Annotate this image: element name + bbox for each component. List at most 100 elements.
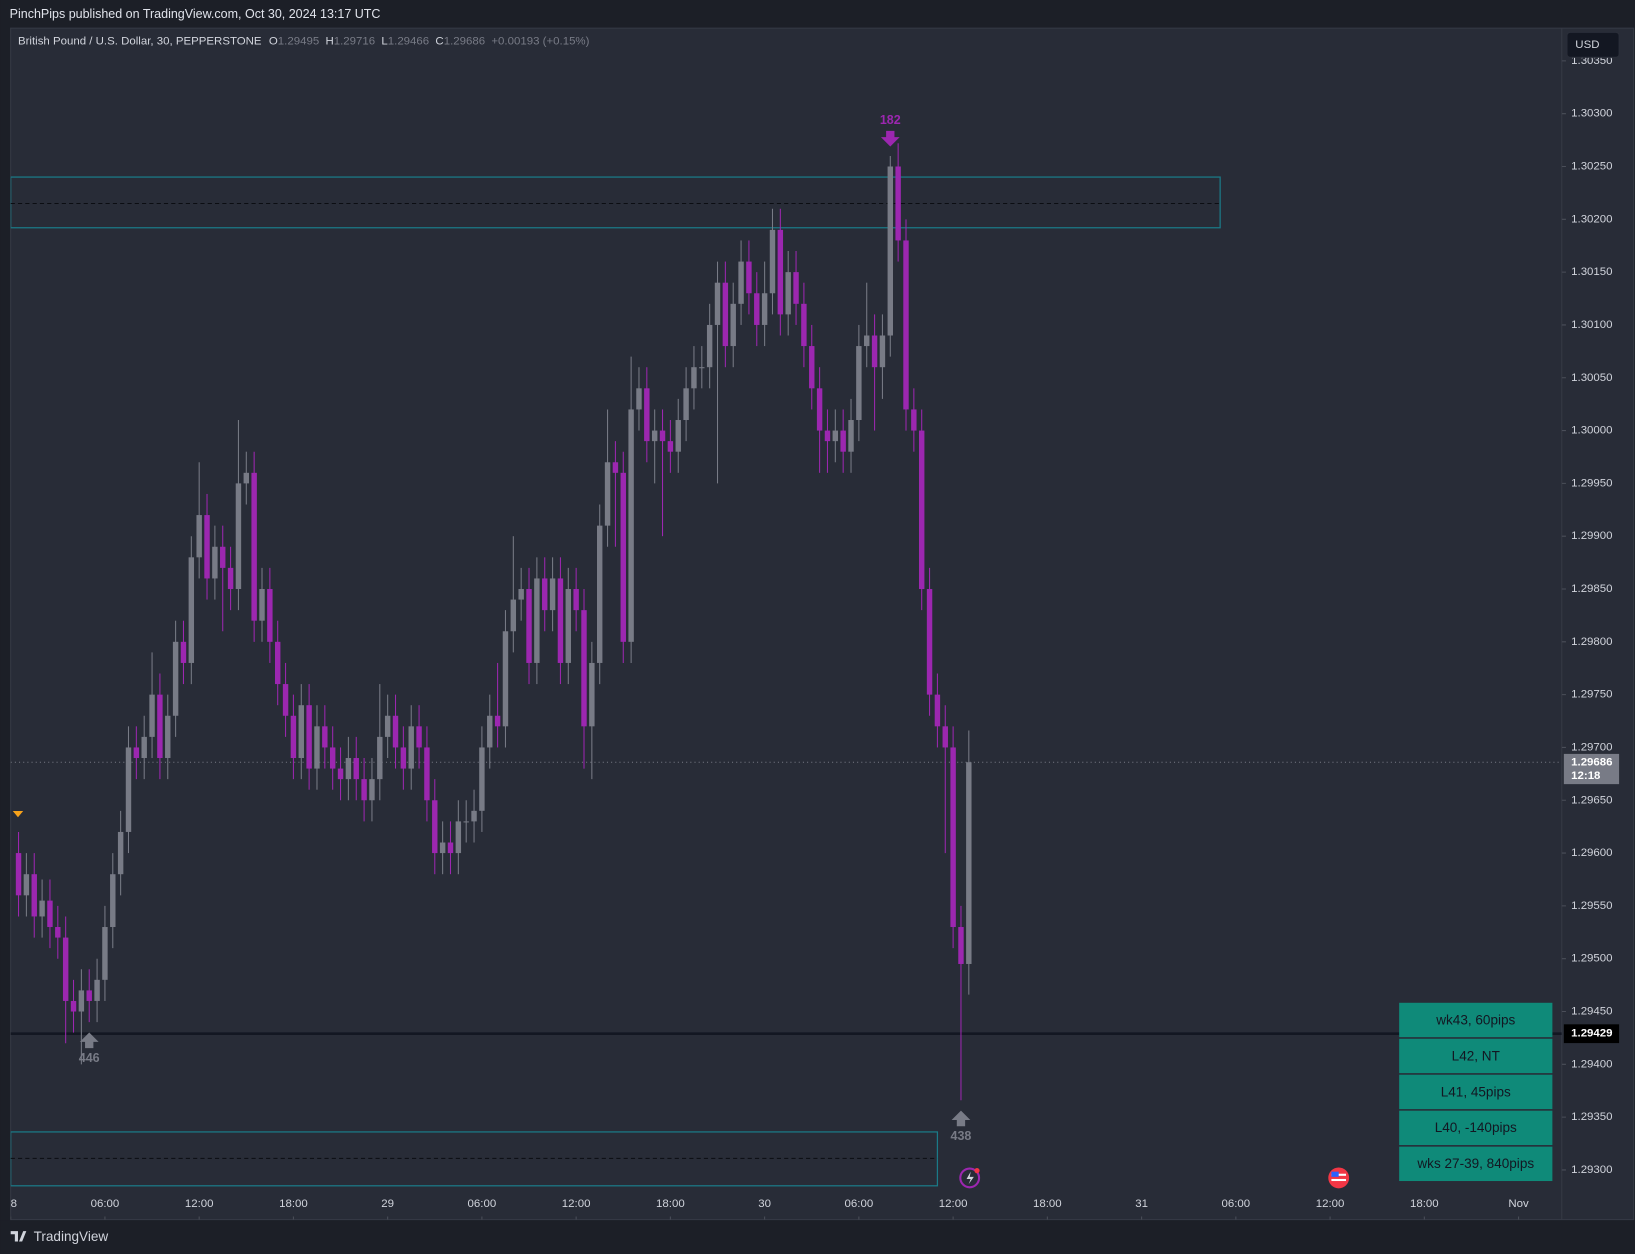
candle-body (604, 462, 611, 526)
candle-body (761, 293, 768, 325)
candle-body (70, 1000, 77, 1012)
candle-body (738, 261, 744, 304)
table-cell-text: wk43, 60pips (1435, 1012, 1515, 1027)
candle-body (612, 462, 619, 473)
y-tick-label: 1.29550 (1571, 900, 1612, 912)
candle-body (165, 715, 171, 759)
candle-body (102, 927, 108, 980)
candle-body (392, 715, 399, 748)
x-tick-label: 06:00 (468, 1198, 497, 1210)
candle-body (699, 367, 705, 369)
candle-body (157, 694, 163, 759)
candle-body (329, 747, 336, 769)
y-tick-label: 1.30300 (1571, 108, 1612, 120)
candle-body (479, 747, 485, 811)
flag-stripe (1331, 1178, 1346, 1182)
currency-button[interactable] (1566, 31, 1620, 58)
candle-body (39, 900, 45, 917)
y-tick-label: 1.29600 (1571, 847, 1612, 859)
candle-body (94, 979, 100, 1001)
candle-body (345, 758, 352, 780)
candle-body (596, 525, 603, 663)
candle-body (62, 937, 69, 1001)
plot-area: 182 446 438 (10, 113, 1562, 1187)
candle-body (903, 240, 909, 410)
candle-body (180, 641, 187, 663)
ohlc-key: O (269, 36, 278, 48)
candle-body (463, 821, 469, 823)
candle-body (290, 715, 297, 759)
event-icon[interactable] (959, 1167, 981, 1189)
x-tick-label: 18:00 (656, 1198, 685, 1210)
x-tick-label: 12:00 (185, 1198, 214, 1210)
candle-body (188, 557, 195, 663)
candle-body (534, 578, 540, 663)
price-axis: 1.29300 1.29350 1.29400 1.29450 1.29500 1.295… (1561, 56, 1620, 1176)
candle-body (620, 472, 626, 642)
candle-body (557, 578, 564, 663)
candle-body (86, 990, 92, 1001)
candle-body (706, 324, 713, 368)
ohlc-value: 1.29716 (334, 36, 375, 48)
table-cell (1399, 1038, 1553, 1074)
candle-body (314, 726, 320, 769)
currency-label[interactable]: USD (1575, 39, 1599, 51)
candle-body (840, 430, 846, 452)
candle-body (934, 694, 941, 727)
candle-body (487, 715, 493, 748)
candle-body (337, 768, 344, 780)
last-price-tag (1563, 753, 1620, 785)
candle-body (565, 589, 572, 663)
candle-body (23, 874, 30, 896)
candle-body (15, 853, 22, 896)
y-tick-label: 1.29950 (1571, 477, 1612, 489)
y-tick-label: 1.30000 (1571, 425, 1612, 437)
symbol-legend: British Pound / U.S. Dollar, 30, PEPPERS… (18, 36, 590, 48)
candle-body (801, 303, 807, 347)
x-tick-label: 29 (381, 1198, 394, 1210)
y-tick-label: 1.30150 (1571, 266, 1612, 278)
candle-body (306, 705, 312, 769)
candle-body (636, 388, 642, 410)
candle-body (730, 303, 736, 347)
brand-logo (10, 1231, 27, 1242)
y-tick-label: 1.29450 (1571, 1006, 1612, 1018)
candle-body (251, 472, 257, 621)
candle-body (785, 272, 791, 315)
candle-body (754, 293, 760, 325)
horizontal-line-tag (1563, 1024, 1620, 1044)
x-tick-label: 06:00 (845, 1198, 874, 1210)
y-tick-label: 1.30250 (1571, 161, 1612, 173)
brand-name: TradingView (34, 1229, 109, 1244)
ohlc-key: H (325, 36, 333, 48)
candle-body (950, 747, 956, 928)
candle-body (471, 810, 477, 822)
candle-body (196, 515, 202, 558)
horizontal-line-label: 1.29429 (1571, 1028, 1612, 1040)
table-cell-text: L41, 45pips (1441, 1084, 1511, 1099)
candle-body (659, 430, 666, 442)
table-cell (1399, 1146, 1553, 1182)
chart-frame (10, 27, 1635, 1221)
table-cell-text: L42, NT (1452, 1048, 1500, 1063)
countdown-label: 12:18 (1571, 770, 1601, 782)
x-tick-label: 18:00 (1410, 1198, 1439, 1210)
us-event-icon[interactable] (1328, 1167, 1350, 1189)
x-tick-label: 06:00 (91, 1198, 120, 1210)
candle-body (322, 726, 328, 748)
candle-body (220, 546, 226, 568)
candle-body (424, 747, 430, 801)
x-tick-label: 28 (4, 1198, 17, 1210)
candle-body (149, 694, 155, 737)
ohlc-value: 1.29495 (278, 36, 319, 48)
marker-arrow (880, 130, 900, 147)
flag-circle[interactable] (1328, 1167, 1350, 1189)
candle-body (47, 900, 53, 928)
time-axis: 28 06:00 12:00 18:00 29 06:00 12:00 18:00 30 06:0… (4, 1198, 1529, 1220)
candle-body (110, 874, 116, 928)
y-tick-label: 1.29850 (1571, 583, 1612, 595)
x-tick-label: 12:00 (939, 1198, 968, 1210)
x-tick-label: 18:00 (279, 1198, 308, 1210)
candle-body (267, 589, 273, 642)
candle-body (78, 990, 85, 1012)
